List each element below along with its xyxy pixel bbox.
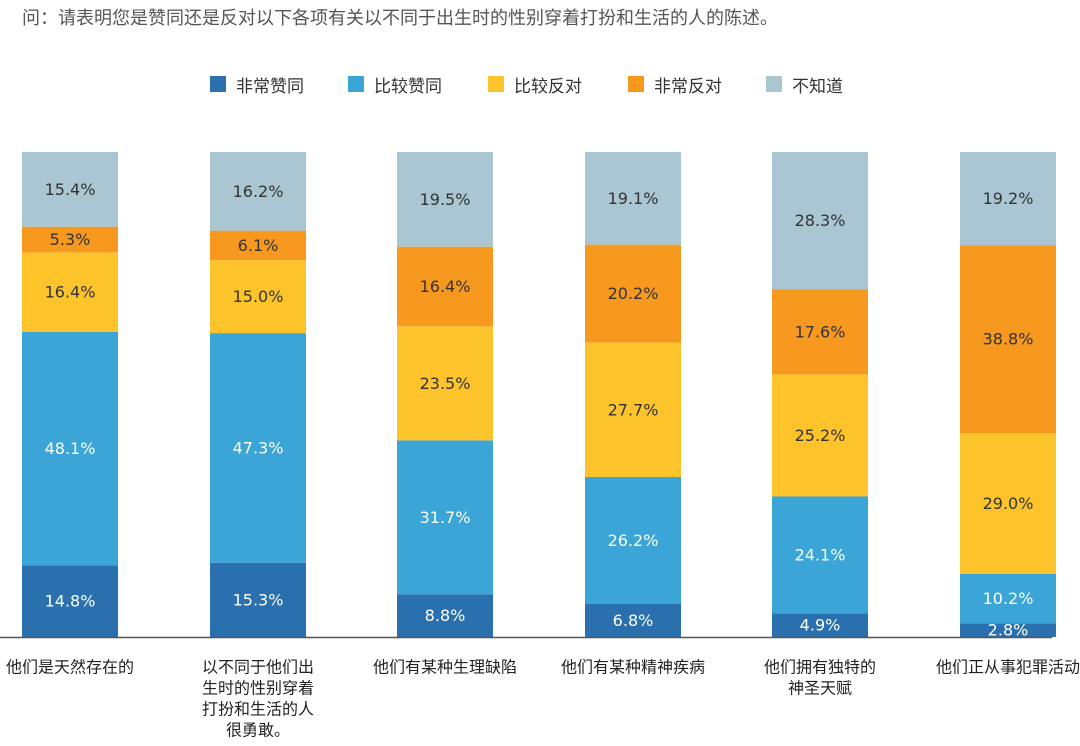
bar-strongly-agree-4: [585, 604, 681, 637]
data-label-strongly-agree-4: 6.8%: [613, 611, 654, 630]
data-label-strongly-disagree-3: 16.4%: [420, 277, 471, 296]
bar-somewhat-disagree-6: [960, 433, 1056, 574]
data-label-somewhat-agree-1: 48.1%: [45, 439, 96, 458]
data-label-dont-know-4: 19.1%: [608, 189, 659, 208]
bar-dont-know-4: [585, 152, 681, 245]
legend-label-somewhat-disagree: 比较反对: [514, 76, 582, 97]
legend-item-somewhat-disagree: 比较反对: [488, 72, 582, 97]
bar-strongly-disagree-4: [585, 244, 681, 343]
bar-dont-know-3: [397, 152, 493, 247]
bar-stack-2: 15.3% 47.3% 15.0% 6.1% 16.2%: [210, 152, 306, 637]
bar-dont-know-6: [960, 152, 1056, 246]
legend-swatch-strongly-agree: [210, 76, 226, 92]
data-label-dont-know-5: 28.3%: [795, 211, 846, 230]
bar-stack-1: 14.8% 48.1% 16.4% 5.3% 15.4%: [22, 152, 118, 637]
legend-label-dont-know: 不知道: [792, 76, 843, 97]
data-label-dont-know-1: 15.4%: [45, 180, 96, 199]
data-label-somewhat-disagree-6: 29.0%: [983, 494, 1034, 513]
data-label-strongly-agree-6: 2.8%: [988, 621, 1029, 640]
category-label-6: 他们正从事犯罪活动: [936, 658, 1080, 677]
category-label-2-line-2: 生时的性别穿着: [202, 679, 314, 698]
data-label-strongly-disagree-5: 17.6%: [795, 322, 846, 341]
category-label-2-line-1: 以不同于他们出: [202, 658, 314, 677]
data-label-somewhat-disagree-2: 15.0%: [233, 287, 284, 306]
bar-strongly-agree-3: [397, 594, 493, 637]
bar-somewhat-agree-4: [585, 476, 681, 605]
bar-somewhat-agree-2: [210, 333, 306, 563]
data-label-somewhat-disagree-3: 23.5%: [420, 374, 471, 393]
category-label-5-line-1: 他们拥有独特的: [764, 658, 876, 677]
bar-somewhat-agree-3: [397, 440, 493, 595]
data-label-dont-know-6: 19.2%: [983, 189, 1034, 208]
bar-somewhat-agree-6: [960, 573, 1056, 624]
legend-label-somewhat-agree: 比较赞同: [374, 76, 442, 97]
bar-stack-5: 4.9% 24.1% 25.2% 17.6% 28.3%: [772, 152, 868, 637]
bar-strongly-agree-1: [22, 565, 118, 637]
bar-strongly-agree-2: [210, 562, 306, 637]
data-label-strongly-agree-1: 14.8%: [45, 592, 96, 611]
bar-strongly-disagree-6: [960, 245, 1056, 434]
legend-swatch-somewhat-agree: [348, 76, 364, 92]
data-label-somewhat-agree-3: 31.7%: [420, 508, 471, 527]
bar-dont-know-1: [22, 152, 118, 227]
bar-somewhat-disagree-2: [210, 260, 306, 334]
data-label-somewhat-disagree-5: 25.2%: [795, 426, 846, 445]
data-label-strongly-disagree-2: 6.1%: [238, 236, 279, 255]
legend-label-strongly-agree: 非常赞同: [236, 76, 304, 97]
legend-item-dont-know: 不知道: [766, 72, 843, 97]
bar-strongly-disagree-3: [397, 246, 493, 327]
legend-swatch-dont-know: [766, 76, 782, 92]
bar-somewhat-agree-5: [772, 496, 868, 614]
data-label-somewhat-agree-2: 47.3%: [233, 438, 284, 457]
legend-swatch-strongly-disagree: [628, 76, 644, 92]
legend-item-somewhat-agree: 比较赞同: [348, 72, 442, 97]
data-label-strongly-agree-2: 15.3%: [233, 590, 284, 609]
bar-somewhat-disagree-3: [397, 326, 493, 441]
data-label-somewhat-disagree-4: 27.7%: [608, 400, 659, 419]
bar-somewhat-disagree-5: [772, 374, 868, 497]
data-label-strongly-agree-5: 4.9%: [800, 616, 841, 635]
bar-somewhat-disagree-4: [585, 342, 681, 477]
data-label-strongly-agree-3: 8.8%: [425, 606, 466, 625]
chart-legend: 非常赞同 比较赞同 比较反对 非常反对 不知道: [0, 72, 1080, 97]
data-label-strongly-disagree-6: 38.8%: [983, 330, 1034, 349]
bar-strongly-disagree-2: [210, 230, 306, 261]
legend-label-strongly-disagree: 非常反对: [654, 76, 722, 97]
data-label-dont-know-3: 19.5%: [420, 190, 471, 209]
bar-dont-know-2: [210, 152, 306, 231]
category-label-1: 他们是天然存在的: [6, 658, 134, 677]
legend-item-strongly-agree: 非常赞同: [210, 72, 304, 97]
bar-strongly-agree-5: [772, 613, 868, 637]
data-label-somewhat-disagree-1: 16.4%: [45, 283, 96, 302]
category-label-3: 他们有某种生理缺陷: [373, 658, 517, 677]
data-label-dont-know-2: 16.2%: [233, 182, 284, 201]
bar-strongly-disagree-5: [772, 289, 868, 375]
data-label-strongly-disagree-1: 5.3%: [50, 230, 91, 249]
legend-item-strongly-disagree: 非常反对: [628, 72, 722, 97]
bar-strongly-agree-6: [960, 623, 1056, 637]
bar-strongly-disagree-1: [22, 226, 118, 253]
bar-somewhat-agree-1: [22, 331, 118, 566]
bar-stack-6: 2.8% 10.2% 29.0% 38.8% 19.2%: [960, 152, 1056, 640]
bar-stack-4: 6.8% 26.2% 27.7% 20.2% 19.1%: [585, 152, 681, 637]
bar-stack-3: 8.8% 31.7% 23.5% 16.4% 19.5%: [397, 152, 493, 637]
category-label-2-line-3: 打扮和生活的人: [202, 700, 314, 719]
data-label-strongly-disagree-4: 20.2%: [608, 284, 659, 303]
data-label-somewhat-agree-5: 24.1%: [795, 545, 846, 564]
legend-swatch-somewhat-disagree: [488, 76, 504, 92]
data-label-somewhat-agree-6: 10.2%: [983, 589, 1034, 608]
category-label-4: 他们有某种精神疾病: [561, 658, 705, 677]
bar-somewhat-disagree-1: [22, 252, 118, 332]
question-text: 问：请表明您是赞同还是反对以下各项有关以不同于出生时的性别穿着打扮和生活的人的陈…: [22, 8, 778, 29]
category-label-2-line-4: 很勇敢。: [226, 721, 290, 740]
data-label-somewhat-agree-4: 26.2%: [608, 531, 659, 550]
category-label-5-line-2: 神圣天赋: [788, 679, 852, 698]
bar-dont-know-5: [772, 152, 868, 290]
